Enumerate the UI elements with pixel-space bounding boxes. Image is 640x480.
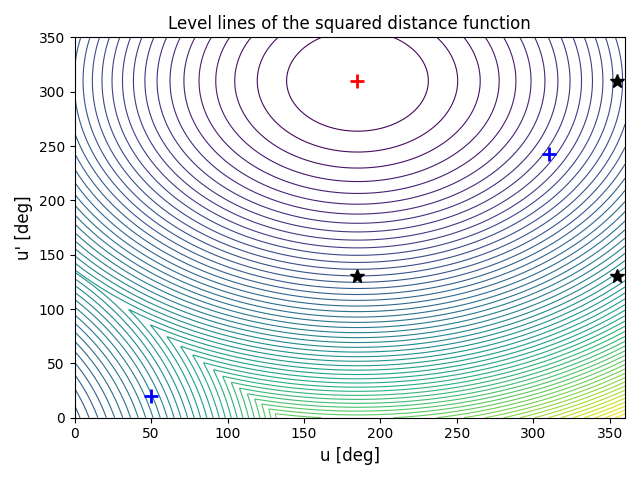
- X-axis label: u [deg]: u [deg]: [320, 447, 380, 465]
- Title: Level lines of the squared distance function: Level lines of the squared distance func…: [168, 15, 531, 33]
- Y-axis label: u' [deg]: u' [deg]: [15, 195, 33, 260]
